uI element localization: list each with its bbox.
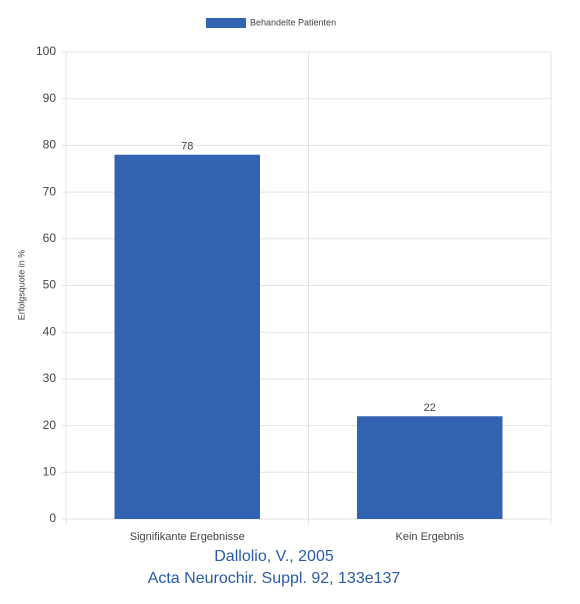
y-tick-label: 40: [43, 324, 57, 338]
y-axis-label: Erfolgsquote in %: [16, 250, 26, 321]
y-tick-label: 50: [43, 278, 57, 292]
legend-swatch: [206, 18, 246, 28]
value-label: 22: [424, 402, 436, 414]
y-tick-label: 90: [43, 91, 57, 105]
source-caption: Dallolio, V., 2005: [214, 548, 334, 565]
value-label: 78: [181, 141, 193, 153]
y-tick-label: 60: [43, 231, 57, 245]
y-tick-label: 80: [43, 138, 57, 152]
y-tick-label: 10: [43, 464, 57, 478]
y-tick-label: 70: [43, 184, 57, 198]
legend-label: Behandelte Patienten: [250, 17, 336, 27]
y-tick-label: 100: [36, 44, 56, 58]
x-tick-label: Signifikante Ergebnisse: [130, 531, 245, 543]
source-caption: Acta Neurochir. Suppl. 92, 133e137: [148, 570, 401, 587]
x-tick-label: Kein Ergebnis: [396, 531, 465, 543]
bar: [357, 416, 503, 519]
y-tick-label: 0: [49, 511, 56, 525]
y-tick-label: 20: [43, 418, 57, 432]
bar: [114, 154, 260, 520]
y-tick-label: 30: [43, 371, 57, 385]
